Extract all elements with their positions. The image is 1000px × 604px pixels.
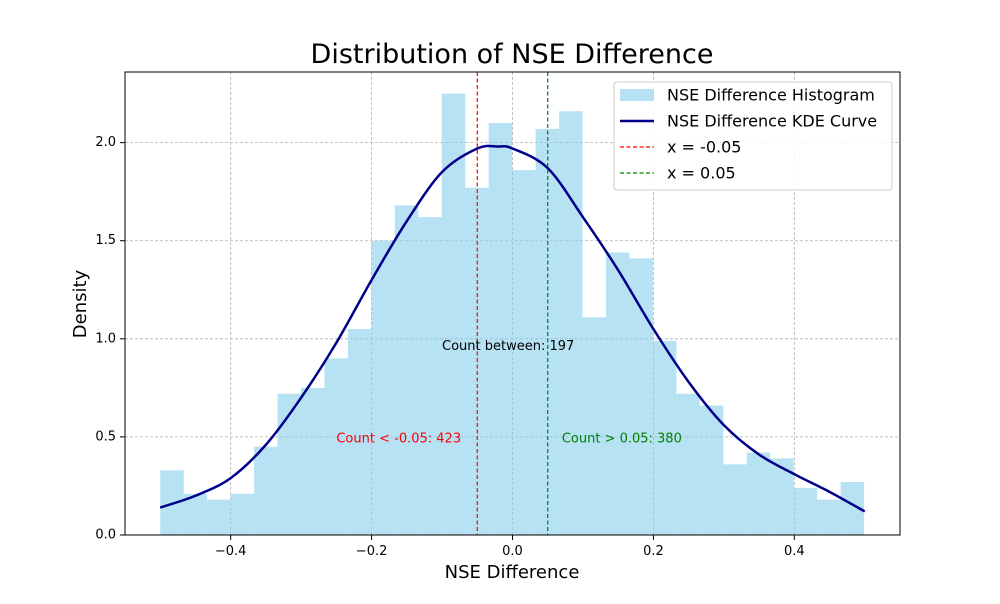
x-tick-label: 0.2: [643, 544, 664, 559]
histogram-bar: [488, 123, 513, 535]
histogram-bar: [254, 446, 278, 535]
count-annotation: Count between: 197: [442, 339, 574, 354]
x-tick-label: −0.4: [215, 544, 247, 559]
y-tick-label: 0.5: [95, 429, 116, 444]
chart-title: Distribution of NSE Difference: [311, 39, 714, 70]
count-annotation: Count > 0.05: 380: [562, 431, 682, 446]
histogram-bar: [676, 393, 700, 535]
legend-label: x = -0.05: [667, 138, 741, 157]
histogram-bar: [582, 317, 606, 535]
histogram-bar: [770, 458, 794, 535]
y-tick-label: 2.0: [95, 135, 116, 150]
y-axis-label: Density: [70, 269, 91, 338]
kde-curve: [159, 144, 866, 513]
histogram-bar: [746, 452, 771, 535]
legend-label: NSE Difference KDE Curve: [667, 112, 877, 131]
count-annotation: Count < -0.05: 423: [336, 431, 461, 446]
histogram-bar: [300, 387, 325, 535]
x-axis-label: NSE Difference: [445, 562, 580, 583]
legend-swatch-histogram: [620, 89, 654, 101]
histogram-bar: [817, 499, 841, 535]
legend-label: NSE Difference Histogram: [667, 86, 875, 105]
legend-box: [613, 81, 893, 191]
histogram-bar: [535, 128, 560, 535]
histogram-bar: [652, 340, 677, 535]
histogram-bar: [793, 487, 818, 535]
histogram-bar: [723, 464, 747, 535]
y-tick-label: 1.0: [95, 331, 116, 346]
histogram-bar: [699, 405, 724, 535]
histogram-bars: [160, 93, 865, 536]
histogram-bar: [394, 205, 419, 535]
x-tick-label: −0.2: [356, 544, 388, 559]
kde-layer: [159, 144, 866, 513]
vertical-lines: [476, 72, 549, 535]
histogram-bar: [277, 393, 301, 535]
histogram-bar: [324, 358, 348, 535]
y-tick-label: 1.5: [95, 233, 116, 248]
histogram-bar: [207, 499, 231, 535]
histogram-bar: [559, 111, 583, 535]
x-tick-label: 0.0: [502, 544, 523, 559]
annotations: Count < -0.05: 423 Count between: 197 Coun…: [336, 339, 682, 446]
histogram-bar: [441, 93, 466, 535]
histogram-bar: [371, 240, 395, 535]
histogram-bar: [512, 170, 536, 536]
legend: NSE Difference Histogram NSE Difference K…: [613, 81, 893, 191]
histogram-bar: [629, 258, 653, 535]
histogram-bar: [230, 493, 255, 535]
legend-label: x = 0.05: [667, 164, 736, 183]
histogram-bar: [840, 482, 865, 535]
axes: −0.4 −0.2 0.0 0.2 0.4 0.0 0.5 1.0 1.5 2.0: [95, 71, 901, 559]
histogram-bar: [347, 329, 372, 535]
histogram-bar: [605, 252, 630, 536]
histogram-bar: [183, 493, 208, 535]
y-tick-label: 0.0: [95, 528, 116, 543]
histogram-bar: [418, 217, 442, 535]
x-tick-label: 0.4: [784, 544, 805, 559]
